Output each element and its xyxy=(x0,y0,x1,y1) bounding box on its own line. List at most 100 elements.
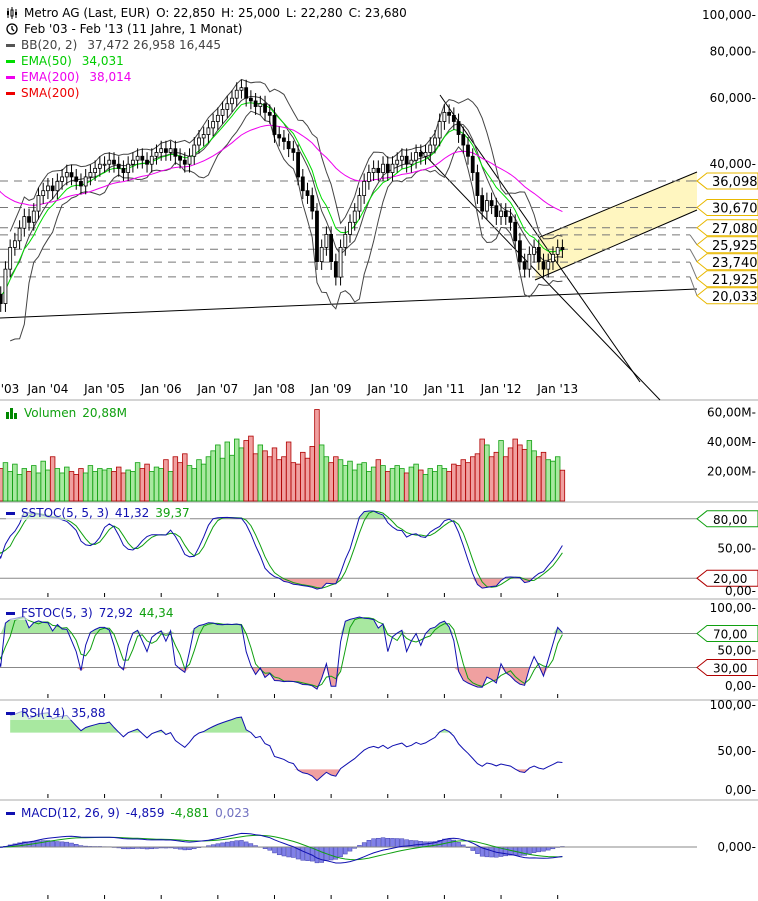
volume-bar-down xyxy=(503,456,509,502)
legend-bb[interactable]: BB(20, 2) 37,472 26,958 16,445 xyxy=(6,38,221,52)
rsi-oversold-fill xyxy=(10,769,563,781)
high-value: H: 25,000 xyxy=(221,6,281,20)
macd-histogram-bar xyxy=(291,846,296,858)
volume-bar-up xyxy=(432,471,438,502)
volume-bar-down xyxy=(451,463,457,502)
candle-up xyxy=(149,155,154,165)
volume-bar-up xyxy=(130,471,136,502)
volume-bar-up xyxy=(352,469,358,502)
candle-down xyxy=(164,148,168,153)
candle-up xyxy=(17,227,22,242)
volume-bar-down xyxy=(271,447,278,502)
volume-bar-up xyxy=(337,459,344,502)
macd-histogram-bar xyxy=(243,841,249,848)
volume-bar-down xyxy=(78,468,84,502)
candle-down xyxy=(296,152,300,178)
candle-up xyxy=(499,210,503,218)
instrument-name: Metro AG (Last, EUR) xyxy=(24,6,151,20)
candle-up xyxy=(220,109,225,116)
volume-bar-up xyxy=(82,472,89,502)
legend-ema50[interactable]: EMA(50) 34,031 xyxy=(6,54,124,68)
legend-values: 34,031 xyxy=(81,54,124,68)
channel-lower-line xyxy=(534,209,698,281)
macd-line xyxy=(0,832,563,864)
candle-down xyxy=(461,134,466,146)
volume-bar-up xyxy=(498,440,504,502)
volume-bar-down xyxy=(536,456,542,502)
volume-bar-up xyxy=(215,444,221,502)
volume-bar-down xyxy=(418,469,424,502)
volume-bar-down xyxy=(333,456,339,502)
volume-bar-up xyxy=(545,459,551,502)
candle-up xyxy=(46,185,50,192)
price-level-connector xyxy=(689,261,698,279)
volume-axis-label: 60,00M- xyxy=(707,406,756,420)
legend-values: 38,014 xyxy=(89,70,132,84)
price-level-connector xyxy=(689,234,698,246)
volume-bar-up xyxy=(40,460,46,502)
macd-histogram-bar xyxy=(380,837,386,848)
macd-histogram-bar xyxy=(536,846,542,853)
volume-bar-up xyxy=(229,454,235,502)
candle-down xyxy=(315,210,319,262)
volume-bar-up xyxy=(31,465,37,502)
volume-bar-up xyxy=(441,468,448,502)
volume-bar-down xyxy=(403,472,410,502)
fstoc-lower-tag xyxy=(696,659,758,676)
macd-histogram-bar xyxy=(286,846,291,858)
candle-up xyxy=(154,152,159,157)
volume-bar-up xyxy=(7,471,13,502)
price-level-connector xyxy=(689,248,698,263)
candle-up xyxy=(88,172,93,178)
x-axis-label: '03 xyxy=(1,382,20,396)
open-value: O: 22,850 xyxy=(156,6,216,20)
candle-up xyxy=(211,121,216,129)
candle-up xyxy=(60,176,64,182)
volume-bar-up xyxy=(106,468,112,502)
volume-bar-down xyxy=(120,472,127,502)
volume-bar-up xyxy=(200,463,207,502)
ema50-line xyxy=(0,102,563,297)
candle-down xyxy=(116,163,121,169)
candle-down xyxy=(253,100,258,107)
candle-up xyxy=(135,155,140,161)
legend-ema200[interactable]: EMA(200) 38,014 xyxy=(6,70,131,84)
candle-up xyxy=(230,97,234,105)
candle-up xyxy=(64,172,69,178)
macd-histogram-bar xyxy=(390,838,395,848)
y-axis-tick-label: 60,000- xyxy=(710,91,756,105)
volume-bar-up xyxy=(21,468,28,502)
sstoc-k-line xyxy=(0,510,563,590)
macd-value: -4,859 xyxy=(125,806,165,820)
instrument-header: Metro AG (Last, EUR) O: 22,850 H: 25,000… xyxy=(6,6,407,20)
candle-up xyxy=(366,172,371,182)
volume-bar-down xyxy=(385,471,391,502)
volume-bar-down xyxy=(276,459,282,502)
candle-down xyxy=(178,155,182,161)
low-value: L: 22,280 xyxy=(286,6,343,20)
candle-down xyxy=(267,111,272,116)
volume-bar-up xyxy=(134,462,141,502)
price-level-tag xyxy=(696,198,758,216)
bb-swatch xyxy=(6,43,15,47)
ema50-swatch xyxy=(6,59,15,63)
macd-histogram-bar xyxy=(541,846,546,852)
price-level-label: 27,080 xyxy=(712,222,758,237)
x-axis-label: Jan '07 xyxy=(196,382,238,396)
macd-histogram-bar xyxy=(220,842,225,848)
y-axis-tick-label: 80,000- xyxy=(710,44,756,58)
macd-histogram-bar xyxy=(248,843,254,848)
volume-bar-down xyxy=(248,435,254,502)
candle-up xyxy=(3,268,8,304)
volume-bar-up xyxy=(205,456,212,502)
price-level-tag xyxy=(696,236,758,254)
candle-down xyxy=(503,210,508,218)
rsi-axis-label: 100,00- xyxy=(710,698,756,712)
candle-down xyxy=(541,261,546,270)
legend-sma200[interactable]: SMA(200) xyxy=(6,86,79,100)
volume-bar-up xyxy=(97,468,103,502)
candle-up xyxy=(352,210,357,223)
volume-bar-up xyxy=(2,462,9,502)
candle-up xyxy=(31,210,36,223)
macd-histogram-bar xyxy=(394,838,400,848)
